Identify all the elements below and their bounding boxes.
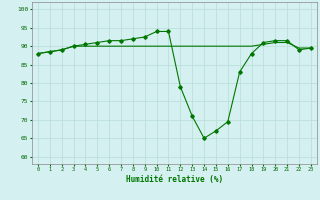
X-axis label: Humidité relative (%): Humidité relative (%) bbox=[126, 175, 223, 184]
